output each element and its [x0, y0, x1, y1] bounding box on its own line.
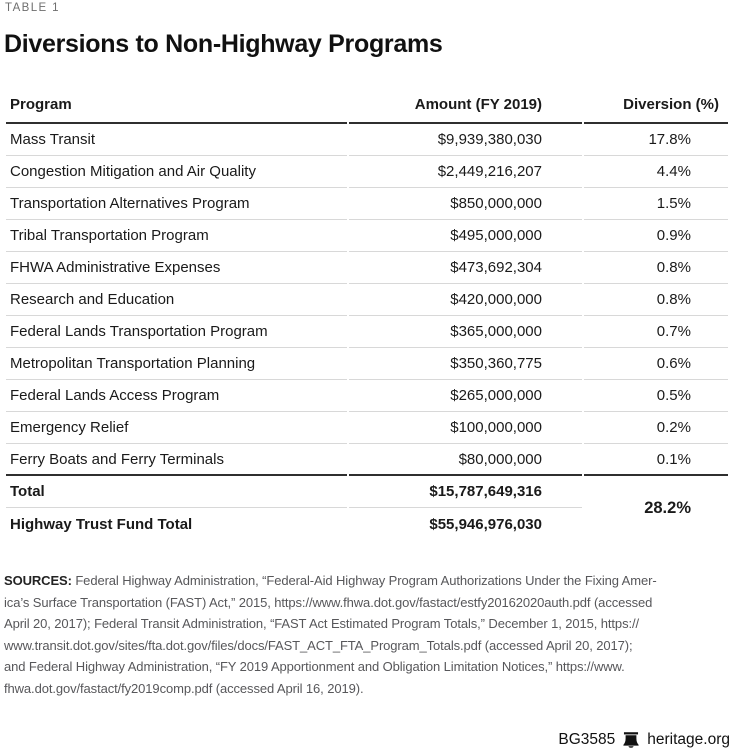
program-cell: Transportation Alternatives Program	[6, 188, 347, 220]
program-cell: Federal Lands Access Program	[6, 380, 347, 412]
col-header-diversion: Diversion (%)	[584, 96, 728, 124]
page-title: Diversions to Non-Highway Programs	[4, 30, 443, 58]
amount-cell: $420,000,000	[349, 284, 582, 316]
table-row: FHWA Administrative Expenses $473,692,304…	[6, 252, 728, 284]
table-row: Ferry Boats and Ferry Terminals $80,000,0…	[6, 444, 728, 476]
program-cell: FHWA Administrative Expenses	[6, 252, 347, 284]
diversion-cell: 0.1%	[584, 444, 728, 476]
program-cell: Federal Lands Transportation Program	[6, 316, 347, 348]
sources-line: fhwa.dot.gov/fastact/fy2019comp.pdf (acc…	[4, 680, 364, 696]
sources-line: and Federal Highway Administration, “FY …	[4, 659, 625, 675]
diversion-cell: 17.8%	[584, 124, 728, 156]
total-label-cell: Total	[6, 476, 347, 508]
table-row: Mass Transit $9,939,380,030 17.8%	[6, 124, 728, 156]
liberty-bell-icon	[622, 732, 640, 748]
table-row: Federal Lands Transportation Program $365…	[6, 316, 728, 348]
sources-line: www.transit.dot.gov/sites/fta.dot.gov/fi…	[4, 637, 633, 653]
col-header-program: Program	[6, 96, 347, 124]
table-row: Research and Education $420,000,000 0.8%	[6, 284, 728, 316]
amount-cell: $365,000,000	[349, 316, 582, 348]
diversion-cell: 0.2%	[584, 412, 728, 444]
amount-cell: $2,449,216,207	[349, 156, 582, 188]
diversion-cell: 0.9%	[584, 220, 728, 252]
sources-line: ica’s Surface Transportation (FAST) Act,…	[4, 594, 653, 610]
footer: BG3585 heritage.org	[558, 731, 730, 749]
diversion-cell: 1.5%	[584, 188, 728, 220]
diversion-cell: 0.6%	[584, 348, 728, 380]
site-link[interactable]: heritage.org	[647, 731, 730, 748]
table-row: Emergency Relief $100,000,000 0.2%	[6, 412, 728, 444]
diversion-cell: 0.5%	[584, 380, 728, 412]
program-cell: Congestion Mitigation and Air Quality	[6, 156, 347, 188]
sources-line: April 20, 2017); Federal Transit Adminis…	[4, 616, 639, 632]
amount-cell: $265,000,000	[349, 380, 582, 412]
program-cell: Research and Education	[6, 284, 347, 316]
sources-note: SOURCES: Federal Highway Administration,…	[4, 570, 730, 700]
amount-cell: $850,000,000	[349, 188, 582, 220]
table-row: Transportation Alternatives Program $850,…	[6, 188, 728, 220]
program-cell: Emergency Relief	[6, 412, 347, 444]
sources-label: SOURCES:	[4, 573, 72, 588]
amount-cell: $350,360,775	[349, 348, 582, 380]
program-cell: Metropolitan Transportation Planning	[6, 348, 347, 380]
total-amount-cell: $15,787,649,316	[349, 476, 582, 508]
sources-line: SOURCES: Federal Highway Administration,…	[4, 573, 657, 588]
diversion-cell: 4.4%	[584, 156, 728, 188]
combined-diversion-cell: 28.2%	[644, 498, 691, 517]
amount-cell: $80,000,000	[349, 444, 582, 476]
table-row: Federal Lands Access Program $265,000,000…	[6, 380, 728, 412]
diversion-cell: 0.8%	[584, 284, 728, 316]
header-row: Program Amount (FY 2019) Diversion (%)	[6, 96, 728, 124]
doc-id: BG3585	[558, 731, 616, 748]
total-row: Total $15,787,649,316 28.2%	[6, 476, 728, 517]
diversions-table: Program Amount (FY 2019) Diversion (%) M…	[4, 96, 730, 540]
table-row: Tribal Transportation Program $495,000,00…	[6, 220, 728, 252]
total-amount-cell: $55,946,976,030	[429, 515, 542, 533]
amount-cell: $495,000,000	[349, 220, 582, 252]
total-row: Highway Trust Fund Total $55,946,976,030	[6, 508, 728, 540]
amount-cell: $473,692,304	[349, 252, 582, 284]
table-label: TABLE 1	[5, 2, 60, 14]
program-cell: Ferry Boats and Ferry Terminals	[6, 444, 347, 476]
program-cell: Mass Transit	[6, 124, 347, 156]
table-row: Metropolitan Transportation Planning $350…	[6, 348, 728, 380]
diversion-cell: 0.8%	[584, 252, 728, 284]
table-row: Congestion Mitigation and Air Quality $2,…	[6, 156, 728, 188]
diversion-cell: 0.7%	[584, 316, 728, 348]
amount-cell: $9,939,380,030	[349, 124, 582, 156]
program-cell: Tribal Transportation Program	[6, 220, 347, 252]
total-label-cell: Highway Trust Fund Total	[10, 515, 193, 533]
amount-cell: $100,000,000	[349, 412, 582, 444]
col-header-amount: Amount (FY 2019)	[349, 96, 582, 124]
